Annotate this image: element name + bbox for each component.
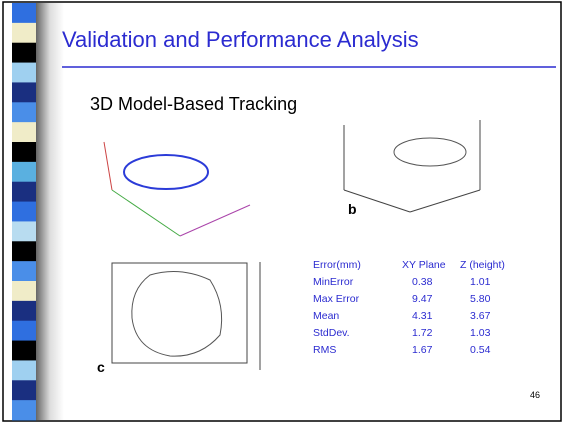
strip-block [12,142,36,162]
table-cell: 1.67 [412,344,433,356]
strip-block [12,221,36,241]
table-cell: 5.80 [470,293,491,305]
slide-title: Validation and Performance Analysis [62,27,419,52]
table-header: Error(mm) [313,259,361,271]
strip-block [12,43,36,63]
strip-block [12,400,36,420]
strip-block [12,321,36,341]
table-cell: 0.54 [470,344,491,356]
strip-block [12,162,36,182]
table-header: Z (height) [460,259,505,271]
strip-block [12,301,36,321]
table-cell: Max Error [313,293,360,305]
table-cell: 4.31 [412,310,433,322]
strip-block [12,380,36,400]
strip-block [12,202,36,222]
page: {"header": {"title": "Validation and Per… [0,0,565,429]
strip-block [12,82,36,102]
strip-block [12,281,36,301]
strip-block [12,102,36,122]
strip-block [12,360,36,380]
strip-block [12,261,36,281]
table-cell: 0.38 [412,276,433,288]
strip-block [12,23,36,43]
strip-block [12,3,36,23]
slide: Validation and Performance Analysis 3D M… [0,0,565,424]
table-cell: 1.01 [470,276,491,288]
side-gradient [36,3,64,420]
figure-label: b [348,201,357,217]
strip-block [12,241,36,261]
table-cell: Mean [313,310,339,322]
table-cell: 9.47 [412,293,433,305]
strip-block [12,182,36,202]
strip-block [12,122,36,142]
slide-border [3,2,561,421]
page-number: 46 [530,390,540,400]
table-cell: 1.72 [412,327,433,339]
table-cell: StdDev. [313,327,350,339]
subtitle: 3D Model-Based Tracking [90,94,297,114]
table-cell: RMS [313,344,336,356]
side-strip [12,3,36,421]
strip-block [12,341,36,361]
table-cell: 1.03 [470,327,491,339]
figure-label: c [97,359,105,375]
table-cell: MinError [313,276,354,288]
strip-block [12,63,36,83]
table-header: XY Plane [402,259,446,271]
table-cell: 3.67 [470,310,491,322]
